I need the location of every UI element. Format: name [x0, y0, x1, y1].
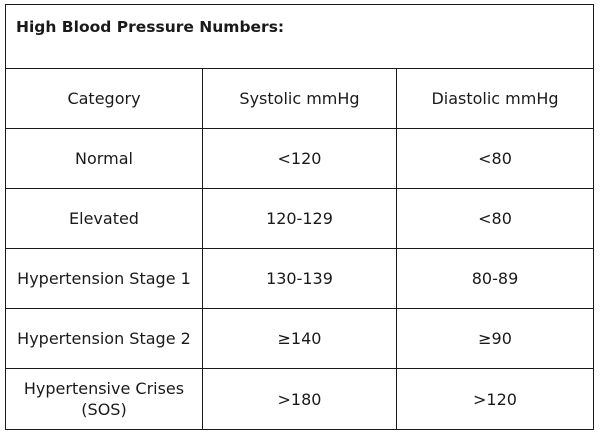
diastolic-cell: 80-89: [396, 248, 594, 309]
table-row: Elevated 120-129 <80: [5, 188, 594, 249]
diastolic-cell: >120: [396, 368, 594, 430]
category-cell: Elevated: [5, 188, 203, 249]
systolic-cell: 130-139: [202, 248, 397, 309]
table-title-row: High Blood Pressure Numbers:: [5, 4, 594, 69]
systolic-cell: ≥140: [202, 308, 397, 369]
table-title: High Blood Pressure Numbers:: [5, 4, 594, 69]
diastolic-cell: <80: [396, 128, 594, 189]
category-cell: Hypertension Stage 1: [5, 248, 203, 309]
table-row: Hypertensive Crises (SOS) >180 >120: [5, 368, 594, 430]
diastolic-cell: <80: [396, 188, 594, 249]
table-row: Hypertension Stage 2 ≥140 ≥90: [5, 308, 594, 369]
category-cell: Normal: [5, 128, 203, 189]
table-row: Hypertension Stage 1 130-139 80-89: [5, 248, 594, 309]
category-cell: Hypertension Stage 2: [5, 308, 203, 369]
systolic-cell: >180: [202, 368, 397, 430]
header-category: Category: [5, 68, 203, 129]
table-row: Normal <120 <80: [5, 128, 594, 189]
header-systolic: Systolic mmHg: [202, 68, 397, 129]
header-diastolic: Diastolic mmHg: [396, 68, 594, 129]
diastolic-cell: ≥90: [396, 308, 594, 369]
table-header-row: Category Systolic mmHg Diastolic mmHg: [5, 68, 594, 129]
blood-pressure-table: High Blood Pressure Numbers: Category Sy…: [5, 4, 594, 430]
systolic-cell: 120-129: [202, 188, 397, 249]
systolic-cell: <120: [202, 128, 397, 189]
category-cell: Hypertensive Crises (SOS): [5, 368, 203, 430]
